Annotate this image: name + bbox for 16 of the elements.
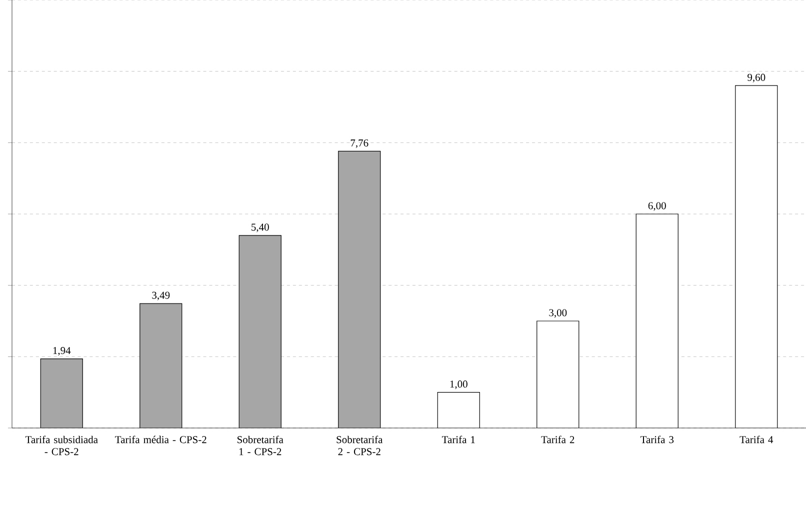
x-tick-label: Sobretarifa 2 - CPS-2 <box>336 436 383 456</box>
data-label: 7,76 <box>350 139 368 148</box>
x-tick-label: Tarifa subsidiada - CPS-2 <box>25 436 98 456</box>
x-tick-label: Tarifa 4 <box>740 436 774 444</box>
data-label: 9,60 <box>748 74 766 82</box>
x-tick-label: Tarifa média - CPS-2 <box>115 436 206 444</box>
x-tick-label: Tarifa 1 <box>442 436 475 444</box>
data-label: 3,49 <box>152 292 170 300</box>
x-tick-label: Tarifa 3 <box>640 436 674 444</box>
x-tick-label: Tarifa 2 <box>541 436 574 444</box>
data-label: 1,00 <box>450 380 468 390</box>
data-label: 5,40 <box>252 224 269 232</box>
data-label: 1,94 <box>53 347 71 356</box>
data-label: 3,00 <box>549 309 567 318</box>
data-label: 6,00 <box>648 202 666 211</box>
x-tick-label: Sobretarifa 1 - CPS-2 <box>238 436 284 456</box>
